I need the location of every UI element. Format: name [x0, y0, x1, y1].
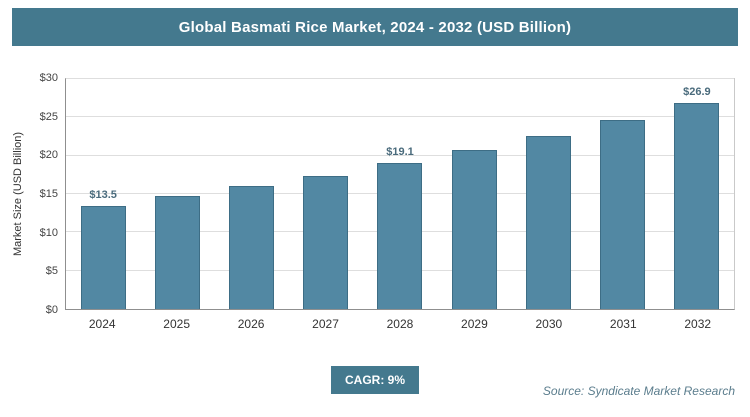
bar-2028 [377, 162, 423, 309]
bar-2029 [451, 149, 497, 309]
source-text: Source: Syndicate Market Research [542, 384, 735, 398]
x-tick-label: 2032 [684, 317, 712, 331]
y-tick-label: $20 [39, 149, 58, 162]
bar-2026 [229, 186, 275, 309]
x-tick-label: 2027 [312, 317, 339, 331]
bar-value-label: $13.5 [89, 188, 117, 201]
x-axis-labels: 2024 2025 2026 2027 2028 2029 2030 2031 2032 [65, 317, 735, 331]
plot-area: $13.5 $19.1 $26.9 [65, 78, 735, 310]
y-tick-label: $0 [45, 304, 58, 316]
x-tick-label: 2031 [609, 317, 637, 331]
cagr-badge: CAGR: 9% [330, 366, 420, 394]
x-tick-label: 2029 [461, 317, 488, 331]
bar-2031 [600, 119, 646, 309]
bar-2024 [80, 205, 126, 309]
bar-slot [289, 79, 363, 309]
gridline [66, 78, 734, 79]
x-tick-label: 2030 [535, 317, 563, 331]
bar-2027 [303, 175, 349, 309]
bar-2030 [525, 135, 571, 309]
chart-title-bar: Global Basmati Rice Market, 2024 - 2032 … [12, 8, 738, 46]
bars-row: $13.5 $19.1 $26.9 [66, 79, 734, 309]
bar-slot: $26.9 [660, 79, 734, 309]
bar-value-label: $26.9 [683, 85, 711, 98]
gridline [66, 154, 734, 156]
bar-2032 [674, 102, 720, 309]
bar-slot [511, 79, 585, 309]
x-tick-label: 2025 [163, 317, 190, 331]
bar-value-label: $19.1 [386, 145, 414, 158]
y-axis-label: Market Size (USD Billion) [12, 131, 24, 257]
y-axis-ticks: $0 $5 $10 $15 $20 $25 $30 [24, 72, 58, 316]
x-tick-label: 2028 [386, 317, 414, 331]
y-tick-label: $5 [45, 265, 58, 278]
x-tick-label: 2024 [88, 317, 116, 331]
chart-title: Global Basmati Rice Market, 2024 - 2032 … [178, 18, 572, 36]
bar-slot [214, 79, 288, 309]
bar-slot: $13.5 [66, 79, 140, 309]
y-tick-label: $25 [39, 110, 58, 123]
y-tick-label: $30 [39, 72, 58, 84]
bar-slot [437, 79, 511, 309]
bar-slot [586, 79, 660, 309]
x-tick-label: 2026 [237, 317, 265, 331]
y-tick-label: $10 [39, 226, 58, 239]
gridline [66, 116, 734, 118]
bar-2025 [154, 196, 200, 309]
y-tick-label: $15 [39, 188, 58, 200]
bar-slot: $19.1 [363, 79, 437, 309]
bar-slot [140, 79, 214, 309]
